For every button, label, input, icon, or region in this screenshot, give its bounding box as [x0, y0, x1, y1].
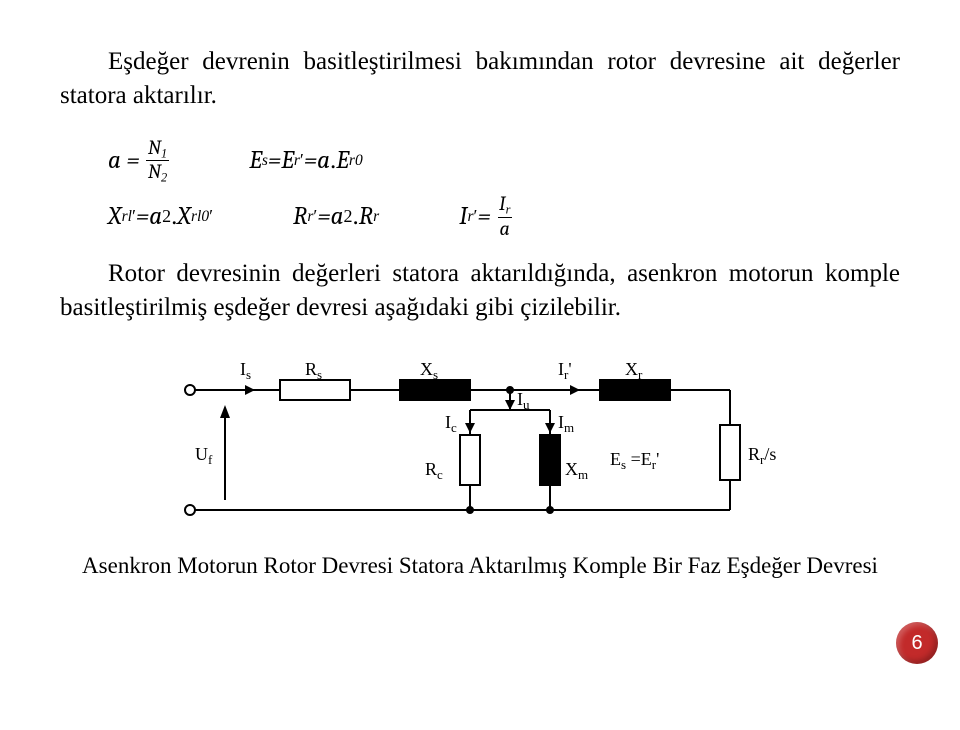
page-number-badge: 6 — [896, 622, 938, 664]
lbl-Ic: Ic — [445, 412, 457, 435]
circuit-diagram: Is Rs Xs Ir' Xr Iu Ic Im Uf Rc Xm Es =Er… — [170, 350, 790, 535]
eq-Rr: Rr′ = a2. Rr — [293, 202, 379, 231]
lbl-Im: Im — [558, 412, 574, 435]
lbl-EsEr: Es =Er' — [610, 449, 659, 472]
intro-paragraph: Eşdeğer devrenin basitleştirilmesi bakım… — [60, 45, 900, 113]
lbl-Xs: Xs — [420, 359, 438, 382]
lbl-Irp: Ir' — [558, 359, 572, 382]
lbl-Is: Is — [240, 359, 251, 382]
figure-caption: Asenkron Motorun Rotor Devresi Statora A… — [60, 553, 900, 579]
eq-Es: Es = Er′ = a. Er0 — [249, 146, 363, 175]
lbl-Xm: Xm — [565, 459, 588, 482]
lbl-Rrs: Rr/s — [748, 444, 776, 467]
lbl-Xr: Xr — [625, 359, 643, 382]
eq-a: a = N1 N2 — [108, 138, 169, 185]
equation-row-1: a = N1 N2 Es = Er′ = a. Er0 — [60, 138, 900, 185]
equation-row-2: Xrl′ = a2. Xrl0′ Rr′ = a2. Rr Ir′ = Ir a — [60, 194, 900, 239]
eq-Ir: Ir′ = Ir a — [459, 194, 512, 239]
lbl-Uf: Uf — [195, 444, 213, 467]
lbl-Rc: Rc — [425, 459, 443, 482]
lbl-Iu: Iu — [517, 389, 530, 412]
lbl-Rs: Rs — [305, 359, 322, 382]
eq-Xrl: Xrl′ = a2. Xrl0′ — [108, 202, 213, 231]
second-paragraph: Rotor devresinin değerleri statora aktar… — [60, 257, 900, 325]
